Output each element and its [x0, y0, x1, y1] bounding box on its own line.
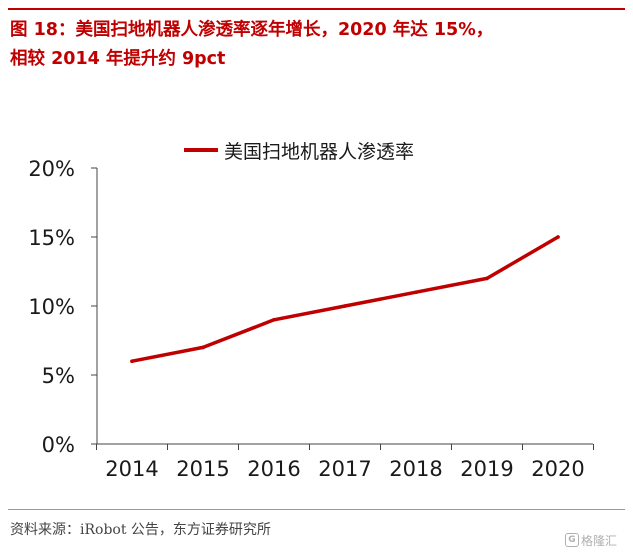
y-tick-label: 10%: [28, 295, 75, 319]
y-tick-label: 15%: [28, 226, 75, 250]
figure-title-line-1: 图 18：美国扫地机器人渗透率逐年增长，2020 年达 15%，: [10, 20, 494, 40]
data-point: [130, 359, 134, 364]
data-point: [343, 304, 347, 308]
figure-title-line-2: 相较 2014 年提升约 9pct: [10, 49, 226, 69]
y-axis-ticks: 0% 5% 10% 15% 20%: [28, 157, 97, 457]
series-line: [130, 235, 560, 363]
x-tick-label: 2014: [105, 457, 158, 481]
legend-label: 美国扫地机器人渗透率: [224, 141, 415, 163]
title-rule: [8, 8, 625, 10]
x-tick-label: 2019: [460, 457, 513, 481]
y-tick-label: 0%: [42, 433, 75, 457]
data-point: [556, 235, 560, 239]
data-point: [485, 276, 489, 281]
x-tick-label: 2018: [389, 457, 442, 481]
legend-swatch: [184, 148, 218, 152]
data-point: [414, 290, 418, 295]
x-axis-ticks: 2014 2015 2016 2017 2018 2019 2020: [96, 444, 594, 481]
x-tick-label: 2020: [531, 457, 584, 481]
x-tick-label: 2017: [318, 457, 371, 481]
data-point: [201, 345, 205, 350]
source-rule: [8, 509, 625, 510]
watermark: G 格隆汇: [565, 530, 625, 550]
y-tick-label: 20%: [28, 157, 75, 181]
watermark-logo-icon: G: [565, 533, 579, 547]
data-point: [272, 318, 276, 322]
series-layer: [130, 235, 560, 364]
x-tick-label: 2015: [176, 457, 229, 481]
x-tick-label: 2016: [247, 457, 300, 481]
source-note: 资料来源：iRobot 公告，东方证券研究所: [10, 522, 271, 538]
figure-title: 图 18：美国扫地机器人渗透率逐年增长，2020 年达 15%， 相较 2014…: [10, 16, 610, 74]
y-tick-label: 5%: [42, 364, 75, 388]
watermark-text: 格隆汇: [581, 533, 618, 548]
